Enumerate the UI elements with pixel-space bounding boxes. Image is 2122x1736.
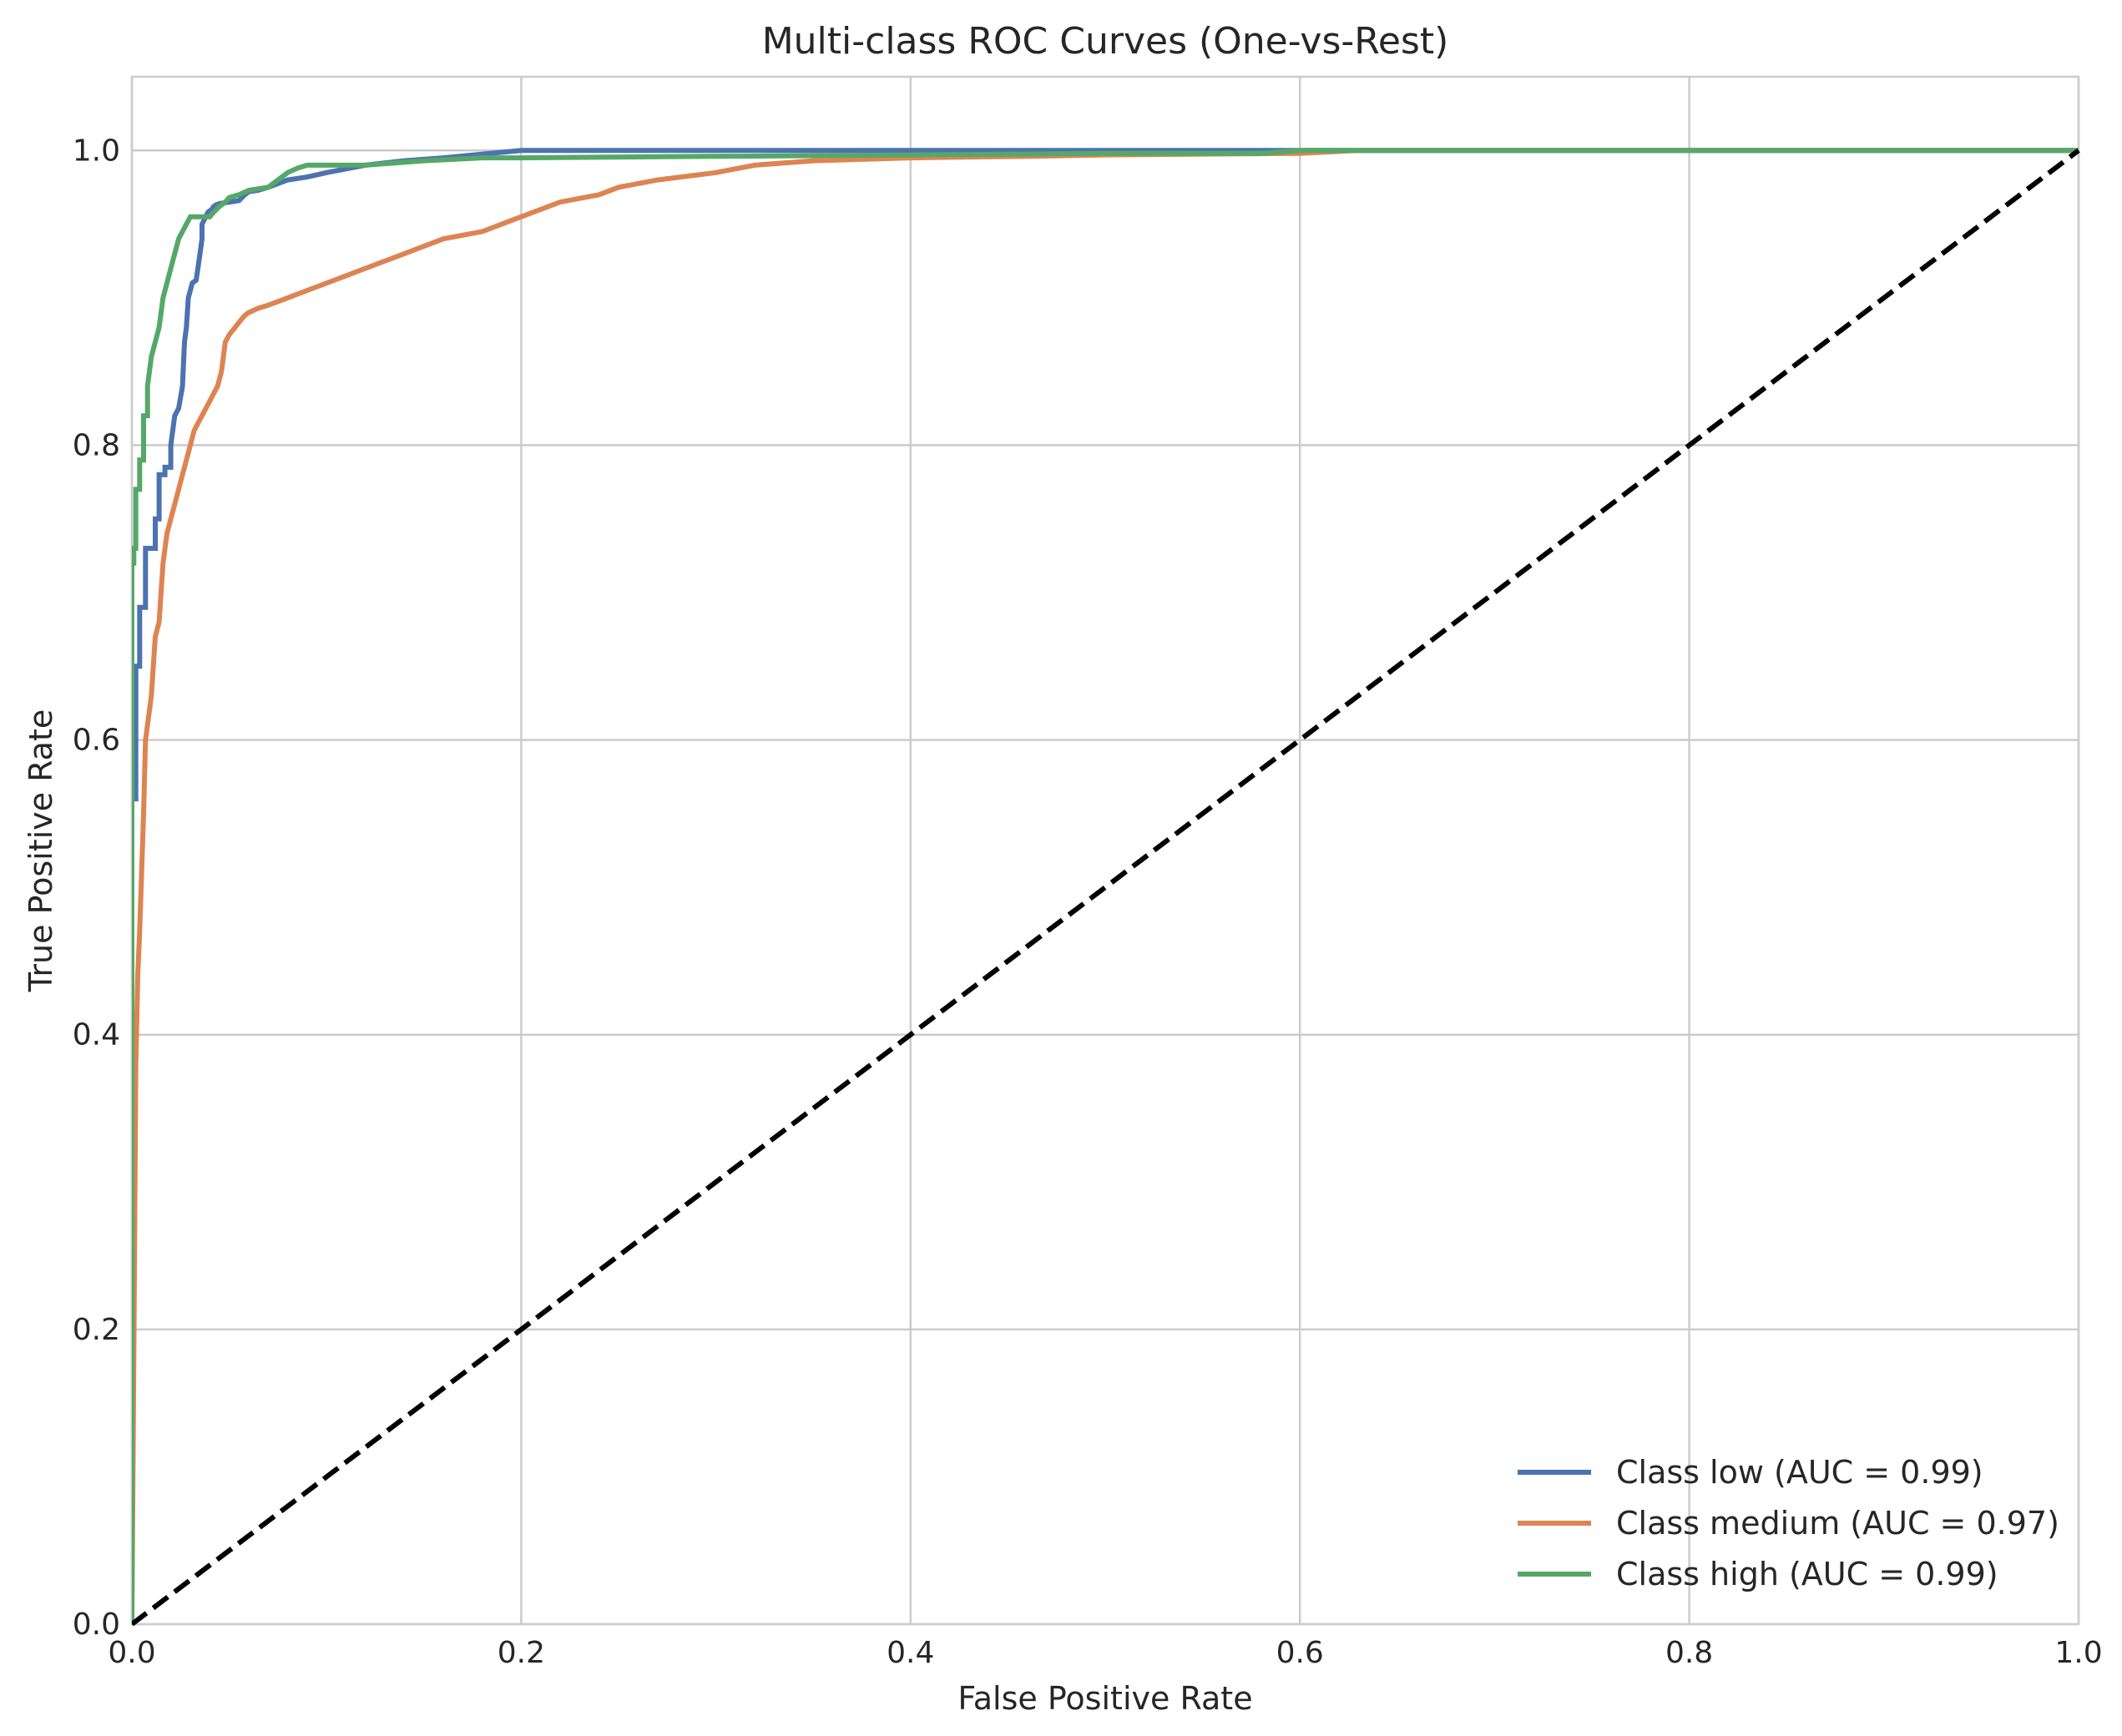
x-tick-label: 0.4 [887,1636,934,1670]
x-axis-label: False Positive Rate [957,1680,1252,1717]
legend-label: Class low (AUC = 0.99) [1616,1454,1983,1491]
roc-curve-3 [132,148,2079,1624]
plot-area [132,77,2079,1624]
x-tick-label: 0.6 [1276,1636,1324,1670]
tick-labels: 0.0 0.2 0.4 0.6 0.8 1.0 0.0 0.2 0.4 0.6 0.8 1.0 [73,134,2103,1670]
x-tick-label: 0.0 [108,1636,155,1670]
y-tick-label: 1.0 [73,134,120,168]
y-tick-label: 0.6 [73,724,120,758]
x-tick-label: 1.0 [2054,1636,2102,1670]
y-tick-label: 0.2 [73,1313,120,1347]
legend-label: Class high (AUC = 0.99) [1616,1556,1998,1592]
x-tick-label: 0.8 [1665,1636,1713,1670]
series-layer [132,148,2080,1627]
y-tick-label: 0.8 [73,428,120,462]
grid-lines [130,77,2080,1626]
y-axis-label: True Positive Rate [23,709,59,993]
chance-diagonal-line [132,148,2080,1627]
chart-title: Multi-class ROC Curves (One-vs-Rest) [762,20,1449,63]
roc-curve-2 [132,148,2079,1625]
y-tick-label: 0.4 [73,1018,120,1052]
x-tick-label: 0.2 [498,1636,545,1670]
legend: Class low (AUC = 0.99) Class medium (AUC … [1518,1454,2059,1592]
legend-label: Class medium (AUC = 0.97) [1616,1505,2059,1542]
y-tick-label: 0.0 [73,1607,120,1642]
